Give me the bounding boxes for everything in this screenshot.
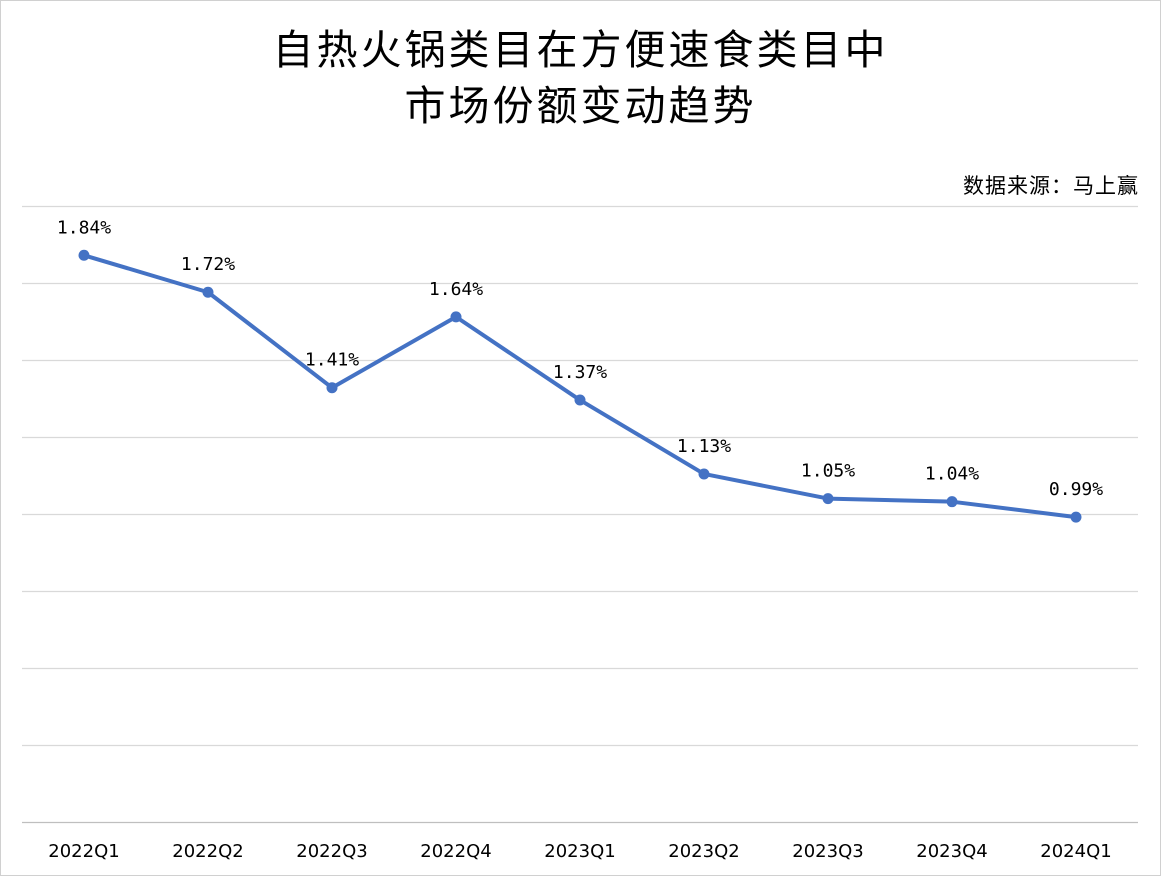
data-label: 0.99% <box>1049 479 1103 500</box>
data-point <box>202 286 214 298</box>
data-source-note: 数据来源：马上赢 <box>963 174 1139 198</box>
x-axis-tick-labels: 2022Q1 2022Q2 2022Q3 2022Q4 2023Q1 2023Q2 2023… <box>48 841 1111 862</box>
x-tick-label: 2023Q2 <box>668 841 739 862</box>
data-point <box>326 382 338 394</box>
data-points <box>78 249 1082 523</box>
data-label: 1.72% <box>181 254 235 275</box>
data-point <box>698 468 710 480</box>
x-tick-label: 2024Q1 <box>1040 841 1111 862</box>
x-tick-label: 2023Q1 <box>544 841 615 862</box>
data-label: 1.13% <box>677 436 731 457</box>
x-tick-label: 2022Q4 <box>420 841 491 862</box>
data-labels: 1.84% 1.72% 1.41% 1.64% 1.37% 1.13% 1.05% 1.04%… <box>57 217 1103 500</box>
x-tick-label: 2023Q3 <box>792 841 863 862</box>
data-label: 1.84% <box>57 217 111 238</box>
data-label: 1.41% <box>305 350 359 371</box>
x-tick-label: 2023Q4 <box>916 841 987 862</box>
data-point <box>78 249 90 261</box>
chart-title-line-2: 市场份额变动趋势 <box>404 82 757 130</box>
data-label: 1.05% <box>801 461 855 482</box>
data-label: 1.04% <box>925 464 979 485</box>
data-point <box>1070 511 1082 523</box>
x-tick-label: 2022Q3 <box>296 841 367 862</box>
chart-title: 自热火锅类目在方便速食类目中 市场份额变动趋势 <box>0 22 1161 134</box>
data-point <box>450 311 462 323</box>
gridlines <box>22 205 1138 824</box>
data-point <box>574 394 586 406</box>
chart-title-line-1: 自热火锅类目在方便速食类目中 <box>272 26 889 74</box>
x-tick-label: 2022Q2 <box>172 841 243 862</box>
data-label: 1.64% <box>429 279 483 300</box>
data-point <box>946 496 958 508</box>
data-label: 1.37% <box>553 362 607 383</box>
data-point <box>822 493 834 505</box>
x-tick-label: 2022Q1 <box>48 841 119 862</box>
